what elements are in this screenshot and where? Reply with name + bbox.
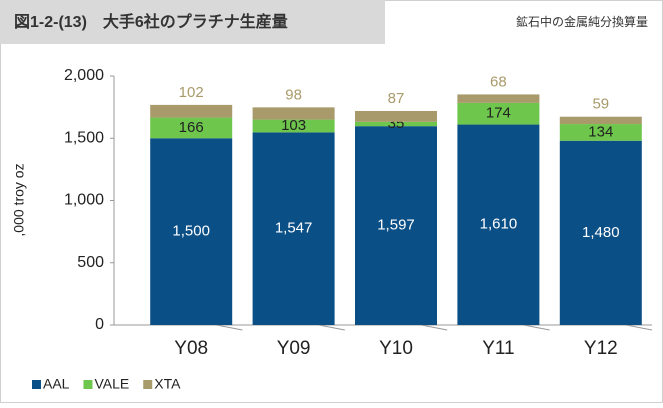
x-tick: [216, 324, 243, 331]
legend-label: AAL: [43, 376, 70, 392]
bar-segment: [150, 117, 233, 139]
x-tick: [318, 324, 345, 331]
x-tick-label: Y09: [277, 338, 311, 359]
bar-segment: [252, 132, 335, 325]
y-tick-label: 2,000: [64, 67, 104, 84]
x-tick: [523, 324, 550, 331]
bar-segment: [252, 119, 335, 133]
legend-swatch: [83, 380, 93, 389]
data-label: 1,500: [172, 223, 210, 240]
y-tick-label: 1,500: [64, 129, 104, 146]
bar-segment: [457, 124, 540, 326]
x-tick: [625, 324, 653, 331]
data-label: 68: [490, 73, 507, 90]
data-label: 174: [486, 105, 511, 122]
bar-segment: [559, 124, 642, 141]
x-tick-label: Y12: [584, 338, 618, 359]
legend-label: XTA: [154, 376, 181, 392]
chart-title: 図1-2-(13) 大手6社のプラチナ生産量: [14, 12, 288, 31]
y-tick-label: 500: [77, 254, 104, 271]
legend-label: VALE: [94, 376, 129, 392]
data-label: 98: [285, 86, 302, 103]
data-label: 59: [592, 96, 609, 113]
bar-segment: [252, 107, 335, 120]
bar-segment: [355, 121, 437, 127]
bar-segment: [355, 110, 437, 122]
bar-segment: [150, 104, 233, 118]
data-label: 1,480: [582, 224, 620, 241]
bar-segment: [559, 140, 642, 325]
x-tick-label: Y10: [379, 338, 413, 359]
x-tick-label: Y08: [174, 338, 208, 359]
bar-segment: [559, 116, 642, 125]
data-label: 1,597: [377, 217, 415, 234]
bar-segment: [457, 94, 540, 103]
bar-segment: [355, 126, 437, 326]
data-label: 87: [388, 90, 405, 107]
data-label: 134: [588, 123, 613, 140]
bar-segment: [150, 138, 233, 325]
legend-swatch: [143, 380, 153, 389]
data-label: 102: [179, 84, 204, 101]
data-label: 103: [281, 117, 306, 134]
data-label: 1,610: [480, 216, 518, 233]
title-box: [0, 0, 385, 44]
legend-swatch: [32, 380, 41, 389]
x-tick: [421, 324, 448, 331]
y-tick-label: 0: [95, 316, 104, 333]
y-axis-label: ,000 troy oz: [11, 163, 27, 236]
chart-subtitle: 鉱石中の金属純分換算量: [516, 14, 648, 29]
data-label: 166: [179, 119, 204, 136]
bar-segment: [457, 102, 540, 125]
x-tick-label: Y11: [482, 338, 514, 359]
y-tick-label: 1,000: [64, 192, 104, 209]
data-label: 1,547: [275, 220, 313, 237]
